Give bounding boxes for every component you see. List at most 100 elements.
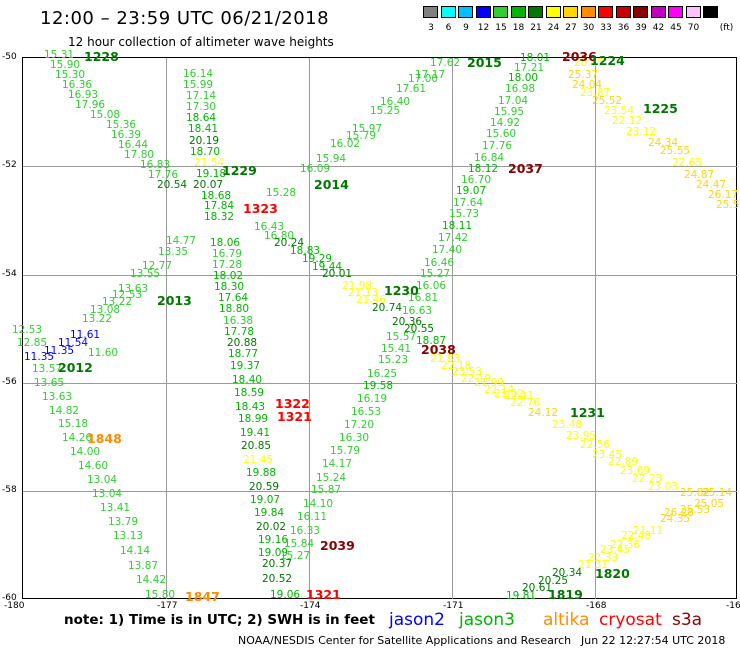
wave-height-value: 23.12 — [626, 126, 657, 138]
wave-height-value: 17.64 — [218, 292, 249, 304]
wave-height-value: 18.80 — [219, 303, 250, 315]
legend-item-jason3: jason3 — [459, 610, 515, 630]
wave-height-value: 13.04 — [92, 488, 123, 500]
legend-item-jason2: jason2 — [389, 610, 445, 630]
wave-height-value: 20.85 — [241, 440, 272, 452]
latitude-gridline — [23, 275, 737, 276]
color-swatch — [563, 6, 578, 18]
latitude-label: -58 — [2, 485, 17, 495]
wave-height-value: 17.96 — [75, 99, 106, 111]
color-swatch — [703, 6, 718, 18]
color-swatch-label: 45 — [670, 23, 682, 33]
wave-height-value: 20.74 — [372, 302, 403, 314]
wave-height-value: 25.82 — [680, 487, 711, 499]
wave-height-value: 13.65 — [34, 377, 65, 389]
wave-height-value: 18.70 — [190, 146, 221, 158]
latitude-label: -54 — [2, 269, 17, 279]
wave-height-value: 20.37 — [262, 558, 293, 570]
wave-height-value: 21.45 — [243, 454, 274, 466]
color-swatch-label: 30 — [582, 23, 595, 33]
wave-height-value: 16.38 — [223, 315, 254, 327]
wave-height-value: 17.28 — [212, 259, 243, 271]
wave-height-value: 15.80 — [145, 589, 176, 601]
wave-height-value: 20.45 — [574, 57, 605, 69]
wave-height-value: 22.33 — [588, 552, 619, 564]
latitude-label: -52 — [2, 160, 17, 170]
wave-height-value: 22.36 — [610, 539, 641, 551]
pass-time-label: 1848 — [87, 431, 122, 446]
color-swatch — [598, 6, 613, 18]
color-swatch-label: 9 — [463, 23, 469, 33]
pass-time-label: 2014 — [314, 177, 349, 192]
latitude-gridline — [23, 166, 737, 167]
wave-height-value: 20.24 — [274, 237, 305, 249]
wave-height-value: 15.60 — [486, 128, 517, 140]
wave-height-value: 15.27 — [420, 268, 451, 280]
wave-height-value: 19.16 — [258, 534, 289, 546]
wave-height-value: 20.25 — [538, 575, 569, 587]
longitude-label: -168 — [586, 601, 607, 611]
wave-height-value: 24.87 — [684, 169, 715, 181]
wave-height-value: 14.17 — [322, 458, 353, 470]
wave-height-value: 15.36 — [106, 119, 137, 131]
wave-height-value: 23.54 — [604, 105, 635, 117]
wave-height-value: 17.80 — [124, 149, 155, 161]
color-swatch — [423, 6, 438, 18]
footer-note: note: 1) Time is in UTC; 2) SWH is in fe… — [64, 612, 375, 628]
wave-height-value: 14.42 — [136, 574, 167, 586]
wave-height-value: 13.63 — [118, 283, 149, 295]
longitude-label: -177 — [157, 601, 178, 611]
pass-time-label: 1321 — [306, 587, 341, 602]
wave-height-value: 19.41 — [240, 427, 271, 439]
wave-height-value: 17.30 — [186, 101, 217, 113]
wave-height-value: 18.68 — [201, 190, 232, 202]
wave-height-value: 18.40 — [232, 374, 263, 386]
wave-height-value: 15.31 — [44, 49, 75, 61]
wave-height-value: 19.58 — [363, 380, 394, 392]
wave-height-value: 22.11 — [504, 390, 535, 402]
wave-height-value: 13.35 — [158, 246, 189, 258]
wave-height-value: 15.41 — [381, 343, 412, 355]
wave-height-value: 24.35 — [660, 513, 691, 525]
wave-height-value: 16.02 — [330, 138, 361, 150]
wave-height-value: 26.17 — [708, 189, 739, 201]
wave-height-value: 22.19 — [461, 373, 492, 385]
wave-height-value: 17.78 — [224, 326, 255, 338]
wave-height-value: 15.24 — [316, 472, 347, 484]
wave-height-value: 18.83 — [290, 245, 321, 257]
wave-height-value: 22.89 — [608, 456, 639, 468]
wave-height-value: 23.45 — [592, 449, 623, 461]
longitude-label: -171 — [443, 601, 464, 611]
wave-height-value: 16.63 — [402, 305, 433, 317]
wave-height-value: 18.43 — [235, 401, 266, 413]
legend-item-cryosat: cryosat — [599, 610, 662, 630]
wave-height-value: 21.02 — [494, 388, 525, 400]
legend-item-s3a: s3a — [672, 610, 703, 630]
wave-height-value: 18.41 — [188, 123, 219, 135]
legend-item-altika: altika — [543, 610, 590, 630]
wave-height-value: 23.45 — [600, 544, 631, 556]
wave-height-value: 15.99 — [183, 79, 214, 91]
wave-height-value: 16.44 — [118, 139, 149, 151]
color-swatch-label: 70 — [687, 23, 700, 33]
color-swatch-label: 27 — [565, 23, 577, 33]
pass-time-label: 2038 — [421, 342, 456, 357]
wave-height-value: 22.76 — [510, 397, 541, 409]
wave-height-value: 13.04 — [87, 474, 118, 486]
wave-height-value: 15.57 — [386, 331, 417, 343]
wave-height-value: 20.36 — [392, 316, 423, 328]
wave-height-value: 18.32 — [204, 211, 235, 223]
wave-height-value: 25.05 — [694, 498, 725, 510]
longitude-label: -174 — [300, 601, 321, 611]
wave-height-value: 16.06 — [416, 280, 447, 292]
wave-height-value: 13.13 — [113, 530, 144, 542]
wave-height-value: 17.61 — [396, 83, 427, 95]
wave-height-value: 19.84 — [254, 507, 285, 519]
wave-height-value: 15.08 — [90, 109, 121, 121]
wave-height-value: 17.00 — [408, 73, 439, 85]
pass-time-label: 2013 — [157, 293, 192, 308]
wave-height-value: 13.63 — [42, 391, 73, 403]
wave-height-value: 20.52 — [262, 573, 293, 585]
wave-height-value: 16.79 — [212, 248, 243, 260]
wave-height-value: 16.84 — [474, 152, 505, 164]
